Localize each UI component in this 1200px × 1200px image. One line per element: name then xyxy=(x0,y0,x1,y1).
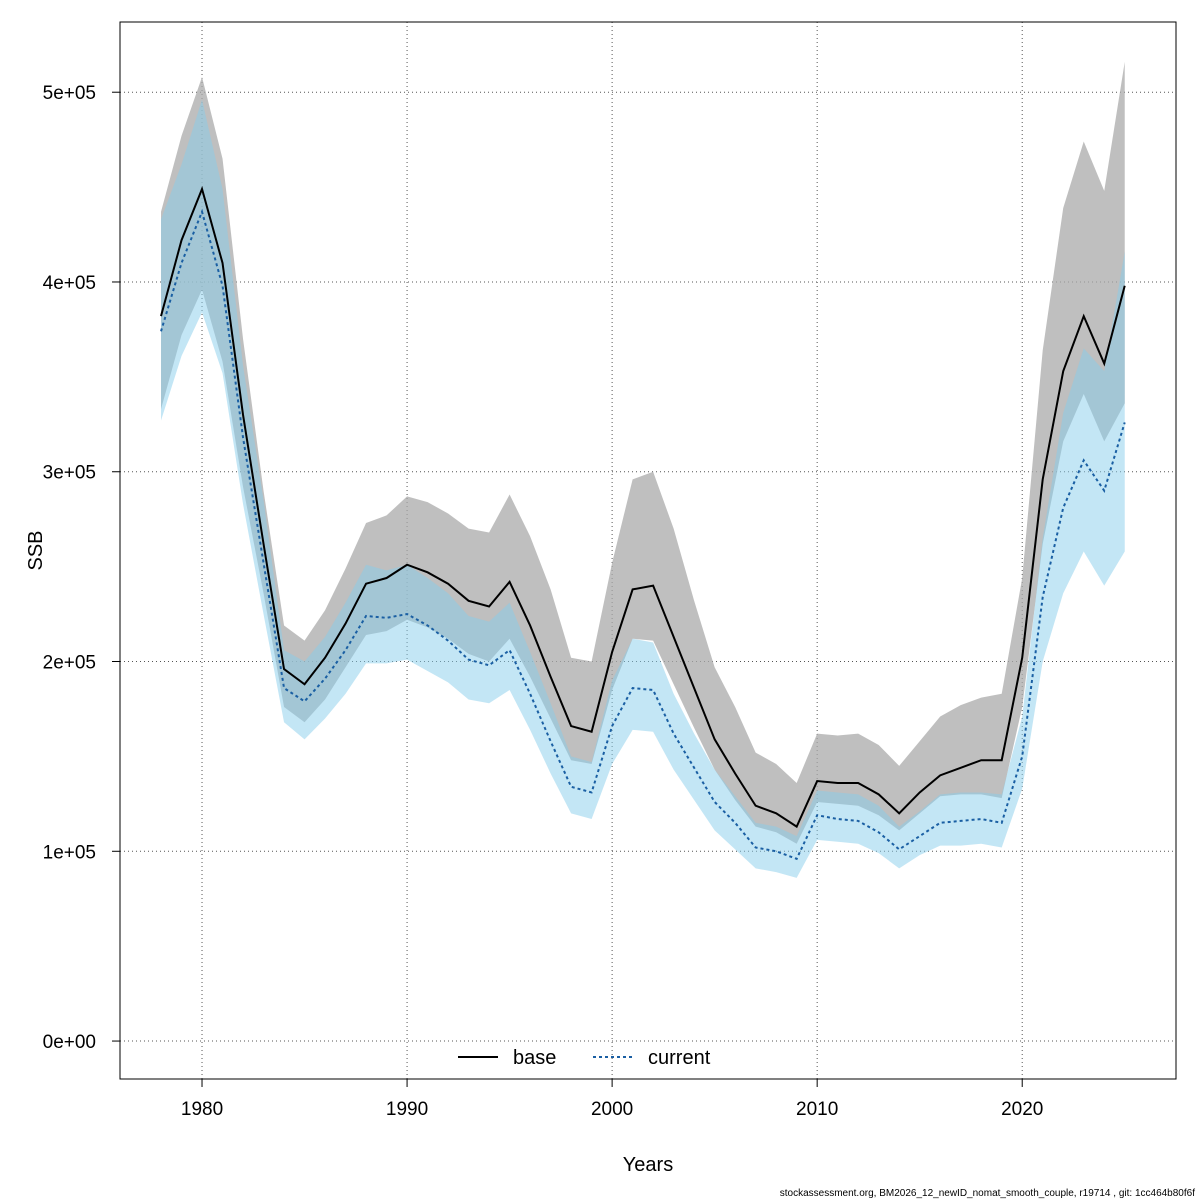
footer-credit: stockassessment.org, BM2026_12_newID_nom… xyxy=(780,1188,1195,1199)
series-lines xyxy=(160,185,1126,861)
legend: base current xyxy=(458,1047,711,1069)
y-tick-label-5: 5e+05 xyxy=(43,83,96,104)
x-tick-label-3: 2010 xyxy=(796,1099,838,1120)
series-line-base xyxy=(160,185,1126,829)
y-tick-label-4: 4e+05 xyxy=(43,273,96,294)
y-tick-label-1: 1e+05 xyxy=(43,842,96,863)
x-axis: 1980 1990 2000 2010 2020 xyxy=(181,1079,1043,1120)
x-tick-label-2: 2000 xyxy=(591,1099,633,1120)
y-axis-title: SSB xyxy=(25,530,47,570)
y-axis: 0e+00 1e+05 2e+05 3e+05 4e+05 5e+05 xyxy=(43,83,120,1053)
y-tick-label-3: 3e+05 xyxy=(43,463,96,484)
confidence-band-current xyxy=(161,99,1125,878)
grid xyxy=(120,22,1176,1079)
y-tick-label-2: 2e+05 xyxy=(43,653,96,674)
x-axis-title: Years xyxy=(623,1154,673,1176)
series-line-current xyxy=(160,208,1126,861)
x-tick-label-1: 1990 xyxy=(386,1099,428,1120)
legend-label-current: current xyxy=(648,1047,711,1069)
plot-frame xyxy=(119,21,1177,1080)
confidence-bands xyxy=(161,61,1125,878)
x-tick-label-4: 2020 xyxy=(1001,1099,1043,1120)
y-tick-label-0: 0e+00 xyxy=(43,1032,96,1053)
legend-label-base: base xyxy=(513,1047,556,1069)
x-tick-label-0: 1980 xyxy=(181,1099,223,1120)
